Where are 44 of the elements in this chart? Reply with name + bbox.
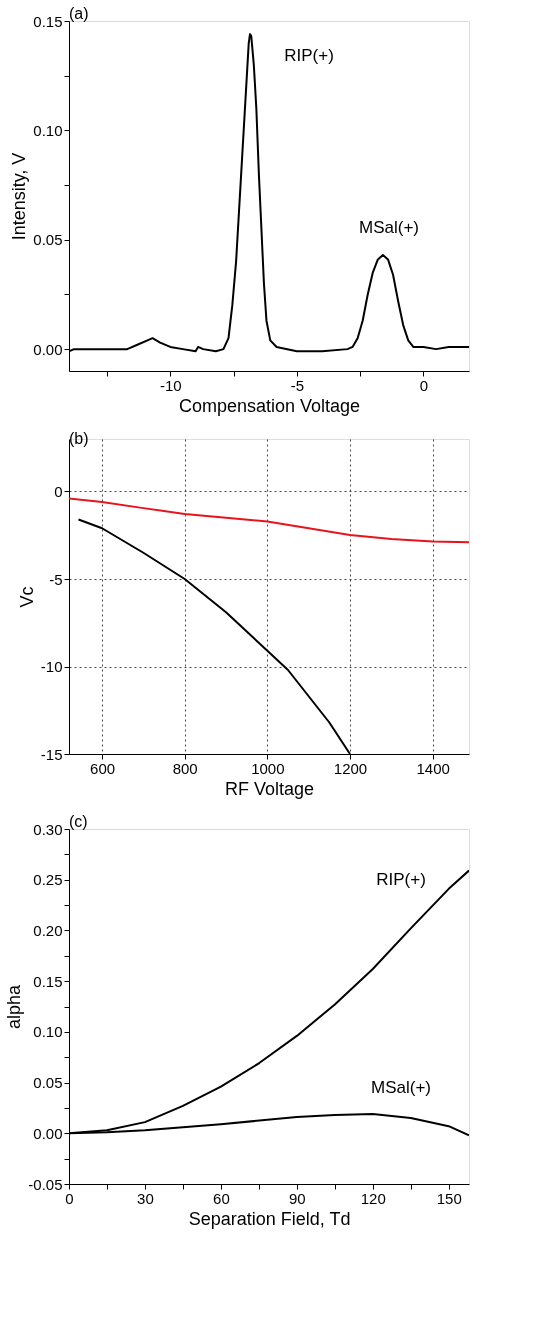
y-tick-label: 0.05 [33,1074,63,1092]
y-tick-label: -5 [49,570,63,588]
chart-title: (c) [69,813,88,830]
chart-title: (b) [69,430,89,447]
x-tick-label: 600 [90,759,116,777]
x-axis-title: Compensation Voltage [178,395,361,416]
chart-title: (a) [69,5,89,22]
x-tick-label: 1000 [251,759,285,777]
x-tick-label: 1200 [333,759,368,777]
annotation: RIP(+) [376,870,426,890]
x-tick-label: 1400 [416,759,450,777]
y-tick-label: 0.05 [33,231,63,249]
y-tick-label: 0.20 [33,921,63,939]
x-tick-label: -5 [290,376,305,394]
y-tick-label: 0 [54,483,63,500]
x-axis-title: RF Voltage [224,778,315,799]
y-tick-label: 0.10 [33,1023,63,1041]
x-tick-label: 150 [436,1189,462,1207]
annotation: MSal(+) [359,217,419,237]
y-tick-label: 0.15 [33,972,63,990]
y-tick-label: 0.30 [33,820,63,838]
x-tick-label: -10 [159,376,182,394]
y-axis-title: Vc [16,586,37,608]
x-tick-label: 0 [419,376,429,394]
x-tick-label: 120 [360,1189,386,1207]
y-tick-label: -0.05 [28,1175,63,1193]
y-tick-label: 0.10 [33,121,63,139]
y-tick-label: 0.25 [33,871,63,889]
y-tick-label: 0.00 [33,1124,63,1142]
y-tick-label: -15 [40,745,63,763]
x-axis-title: Separation Field, Td [188,1208,351,1229]
y-axis-title: alpha [4,983,25,1030]
y-tick-label: 0.15 [33,12,63,30]
x-tick-label: 90 [289,1189,306,1207]
y-tick-label: -10 [40,658,63,675]
y-axis-title: Intensity, V [9,152,30,241]
x-tick-label: 0 [65,1189,74,1207]
y-tick-label: 0.00 [33,340,63,358]
annotation: RIP(+) [284,46,334,65]
x-tick-label: 800 [172,759,198,777]
line-series [69,497,469,544]
annotation: MSal(+) [371,1078,431,1098]
x-tick-label: 30 [137,1189,154,1207]
x-tick-label: 60 [213,1189,230,1207]
